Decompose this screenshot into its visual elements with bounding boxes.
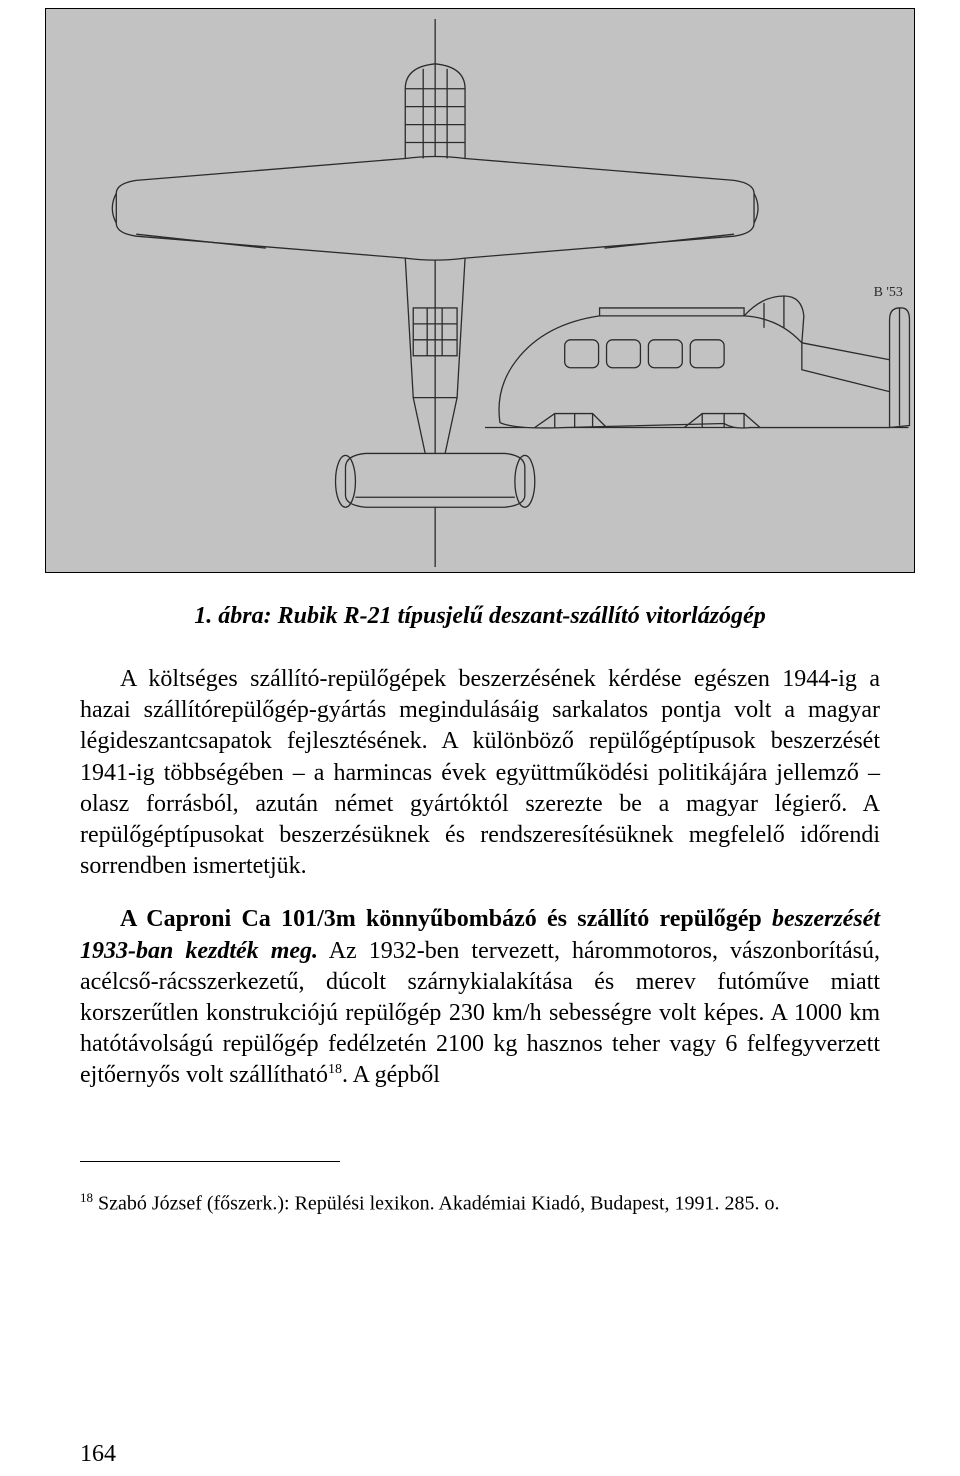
para2-bold-lead: A Caproni Ca 101/3m könnyűbombázó és szá… xyxy=(120,906,772,932)
footnote-num: 18 xyxy=(80,1190,93,1205)
page-content: 1. ábra: Rubik R-21 típusjelű deszant-sz… xyxy=(80,603,880,1091)
footnote-18: 18 Szabó József (főszerk.): Repülési lex… xyxy=(80,1190,880,1217)
figure-corner-mark: B '53 xyxy=(874,285,903,300)
aircraft-three-view-svg: B '53 xyxy=(46,9,914,572)
paragraph-1: A költséges szállító-repülőgépek beszerz… xyxy=(80,664,880,882)
figure-aircraft-drawing: B '53 xyxy=(45,8,915,573)
footnote-text: Szabó József (főszerk.): Repülési lexiko… xyxy=(93,1193,780,1215)
footnote-ref-18: 18 xyxy=(328,1062,342,1077)
figure-caption: 1. ábra: Rubik R-21 típusjelű deszant-sz… xyxy=(80,603,880,630)
para2-tail: . A gépből xyxy=(342,1062,440,1088)
paragraph-2: A Caproni Ca 101/3m könnyűbombázó és szá… xyxy=(80,904,880,1091)
page-number: 164 xyxy=(80,1441,116,1468)
footnote-separator xyxy=(80,1161,340,1162)
